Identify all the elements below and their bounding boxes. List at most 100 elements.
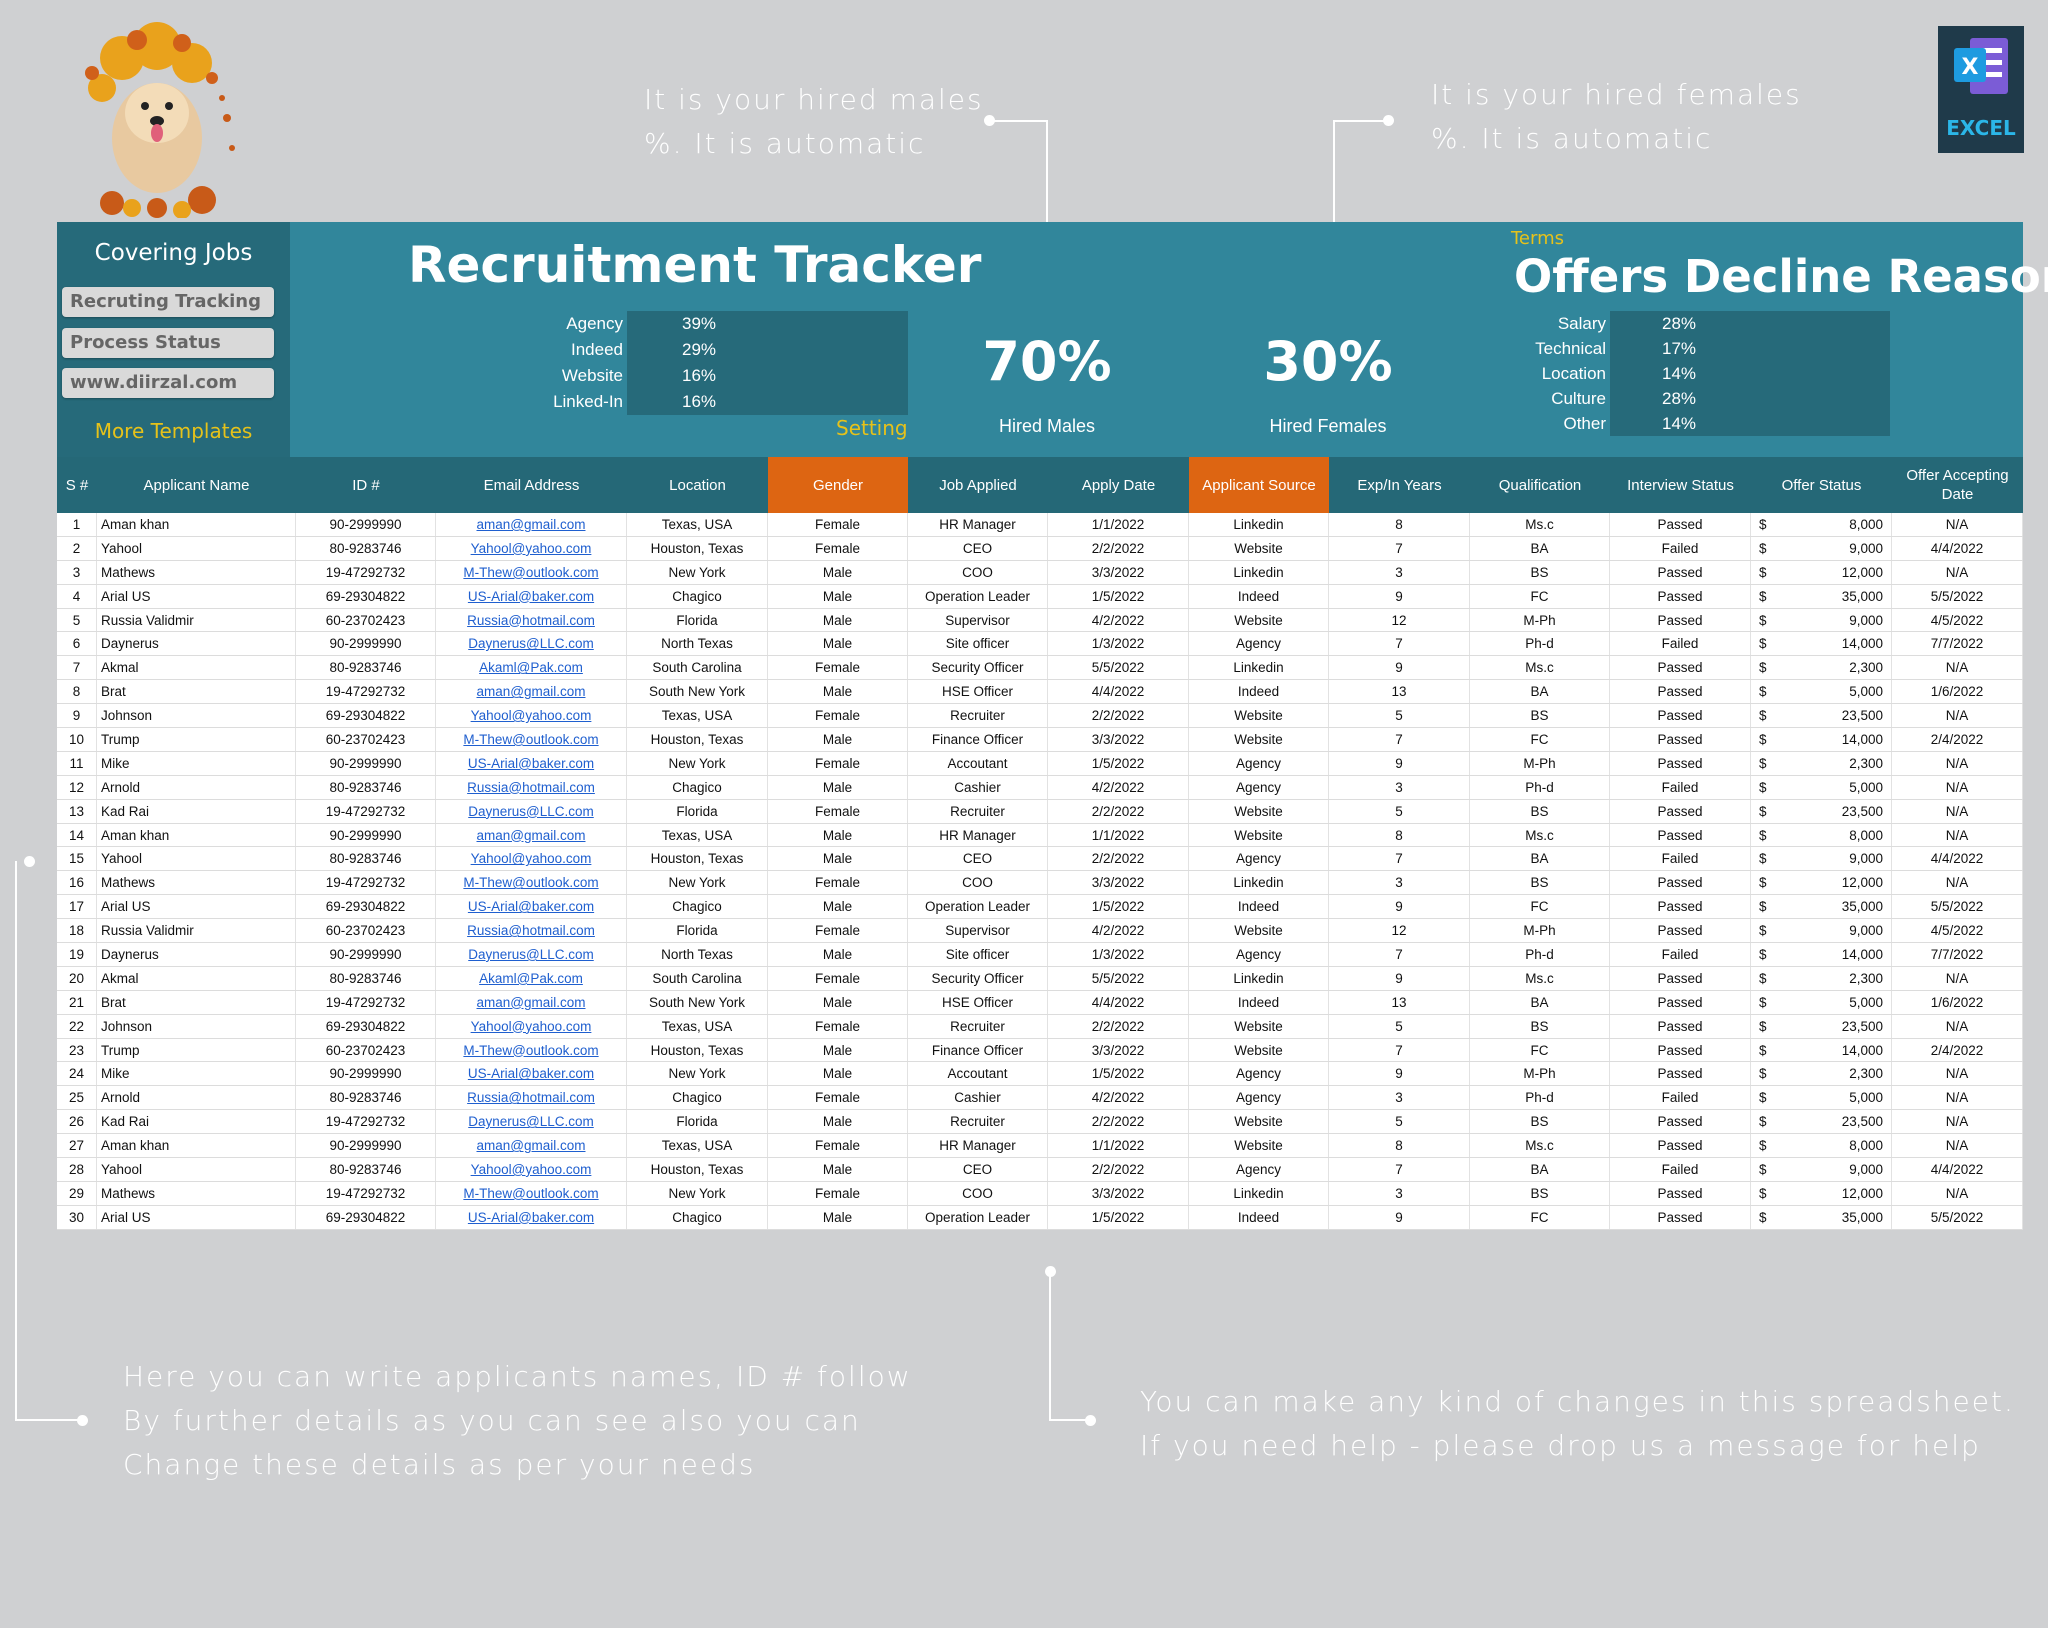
column-header-serial[interactable]: S # [65,476,89,494]
column-header-id[interactable]: ID # [352,476,380,494]
cell-email[interactable]: M-Thew@outlook.com [436,560,627,584]
cell-email[interactable]: Russia@hotmail.com [436,919,627,943]
table-row: 20 Akmal 80-9283746 Akaml@Pak.com South Caro… [57,966,2023,991]
currency-symbol: $ [1759,1018,1767,1034]
table-row: 28 Yahool 80-9283746 Yahool@yahoo.com Housto… [57,1158,2023,1182]
cell-email[interactable]: Akaml@Pak.com [436,966,627,990]
cell-email[interactable]: Yahool@yahoo.com [436,704,627,728]
cell-gender: Female [768,1181,908,1205]
column-header-offer-status[interactable]: Offer Status [1781,476,1862,494]
cell-interview-status: Passed [1610,1181,1751,1205]
column-header-location[interactable]: Location [669,476,726,494]
cell-email[interactable]: aman@gmail.com [436,1134,627,1158]
more-templates-link[interactable]: More Templates [94,419,253,443]
cell-offer-status: $35,000 [1751,895,1892,919]
cell-email[interactable]: Daynerus@LLC.com [436,632,627,656]
decline-value: 14% [1662,414,1697,433]
cell-location: New York [627,1181,768,1205]
offer-amount: 23,500 [1841,1018,1883,1034]
cell-job-applied: HR Manager [908,513,1048,536]
cell-email[interactable]: US-Arial@baker.com [436,1205,627,1229]
cell-id: 80-9283746 [296,656,436,680]
cell-location: Chagico [627,1086,768,1110]
males-note-line: It is your hired males [644,83,984,116]
source-label: Linked-In [553,392,623,411]
cell-email[interactable]: Yahool@yahoo.com [436,847,627,871]
offer-amount: 5,000 [1849,779,1883,795]
cell-email[interactable]: US-Arial@baker.com [436,895,627,919]
table-row: 13 Kad Rai 19-47292732 Daynerus@LLC.com Flor… [57,799,2023,824]
cell-email[interactable]: M-Thew@outlook.com [436,1181,627,1205]
cell-email[interactable]: M-Thew@outlook.com [436,728,627,751]
cell-email[interactable]: Akaml@Pak.com [436,656,627,680]
cell-email[interactable]: US-Arial@baker.com [436,584,627,608]
cell-applicant-name: Arnold [97,1086,296,1110]
cell-id: 80-9283746 [296,536,436,560]
currency-symbol: $ [1759,803,1767,819]
cell-offer-accepting-date: N/A [1892,1086,2023,1110]
cell-interview-status: Failed [1610,632,1751,656]
cell-interview-status: Passed [1610,966,1751,990]
cell-applicant-source: Website [1189,1110,1329,1134]
recruiting-tracking-button[interactable]: Recruting Tracking [62,287,274,317]
cell-interview-status: Passed [1610,513,1751,536]
column-header-experience[interactable]: Exp/In Years [1357,476,1442,494]
table-row: 26 Kad Rai 19-47292732 Daynerus@LLC.com Flor… [57,1110,2023,1135]
cell-email[interactable]: Daynerus@LLC.com [436,943,627,966]
cell-job-applied: HSE Officer [908,990,1048,1014]
cell-applicant-name: Kad Rai [97,799,296,823]
setting-link[interactable]: Setting [836,416,908,440]
cell-email[interactable]: aman@gmail.com [436,990,627,1014]
offer-amount: 9,000 [1849,851,1883,867]
process-status-button[interactable]: Process Status [62,328,274,358]
cell-offer-accepting-date: N/A [1892,560,2023,584]
cell-interview-status: Failed [1610,847,1751,871]
cell-apply-date: 2/2/2022 [1048,1110,1189,1134]
cell-email[interactable]: Yahool@yahoo.com [436,536,627,560]
cell-email[interactable]: M-Thew@outlook.com [436,871,627,895]
cell-id: 69-29304822 [296,704,436,728]
offer-amount: 8,000 [1849,516,1883,532]
cell-serial: 9 [57,704,97,728]
cell-email[interactable]: US-Arial@baker.com [436,1062,627,1086]
column-header-qualification[interactable]: Qualification [1498,476,1582,494]
cell-email[interactable]: M-Thew@outlook.com [436,1038,627,1062]
cell-email[interactable]: Yahool@yahoo.com [436,1014,627,1038]
cell-email[interactable]: Russia@hotmail.com [436,1086,627,1110]
table-row: 24 Mike 90-2999990 US-Arial@baker.com New Yo… [57,1062,2023,1087]
cell-email[interactable]: Yahool@yahoo.com [436,1158,627,1181]
cell-apply-date: 5/5/2022 [1048,656,1189,680]
cell-gender: Male [768,990,908,1014]
cell-applicant-name: Arial US [97,1205,296,1229]
website-link-button[interactable]: www.diirzal.com [62,368,274,398]
cell-email[interactable]: Daynerus@LLC.com [436,1110,627,1134]
column-header-email[interactable]: Email Address [483,476,580,494]
cell-experience: 13 [1329,680,1470,704]
cell-email[interactable]: Russia@hotmail.com [436,608,627,632]
source-row: Agency 39% [566,311,908,337]
cell-job-applied: Site officer [908,943,1048,966]
column-header-job-applied[interactable]: Job Applied [939,476,1017,494]
column-header-apply-date[interactable]: Apply Date [1081,476,1156,494]
cell-email[interactable]: US-Arial@baker.com [436,751,627,775]
cell-job-applied: Accoutant [908,1062,1048,1086]
cell-email[interactable]: aman@gmail.com [436,680,627,704]
cell-email[interactable]: Daynerus@LLC.com [436,799,627,823]
column-header-offer-accepting-date[interactable]: Offer Accepting Date [1906,467,2009,503]
column-header-gender[interactable]: Gender [768,457,908,513]
column-header-interview-status[interactable]: Interview Status [1627,476,1734,494]
cell-offer-accepting-date: N/A [1892,704,2023,728]
cell-qualification: BA [1470,680,1610,704]
column-header-applicant-name[interactable]: Applicant Name [143,476,250,494]
cell-gender: Female [768,536,908,560]
cell-email[interactable]: aman@gmail.com [436,823,627,847]
decline-value: 28% [1662,314,1697,333]
cell-offer-status: $2,300 [1751,751,1892,775]
cell-email[interactable]: Russia@hotmail.com [436,775,627,799]
column-header-applicant-source[interactable]: Applicant Source [1189,457,1329,513]
table-row: 16 Mathews 19-47292732 M-Thew@outlook.com Ne… [57,871,2023,896]
cell-email[interactable]: aman@gmail.com [436,513,627,536]
cell-applicant-source: Linkedin [1189,966,1329,990]
currency-symbol: $ [1759,1090,1767,1106]
offer-amount: 2,300 [1849,660,1883,676]
